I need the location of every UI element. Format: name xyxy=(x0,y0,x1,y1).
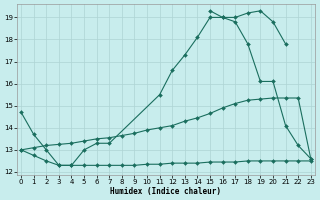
X-axis label: Humidex (Indice chaleur): Humidex (Indice chaleur) xyxy=(110,187,221,196)
